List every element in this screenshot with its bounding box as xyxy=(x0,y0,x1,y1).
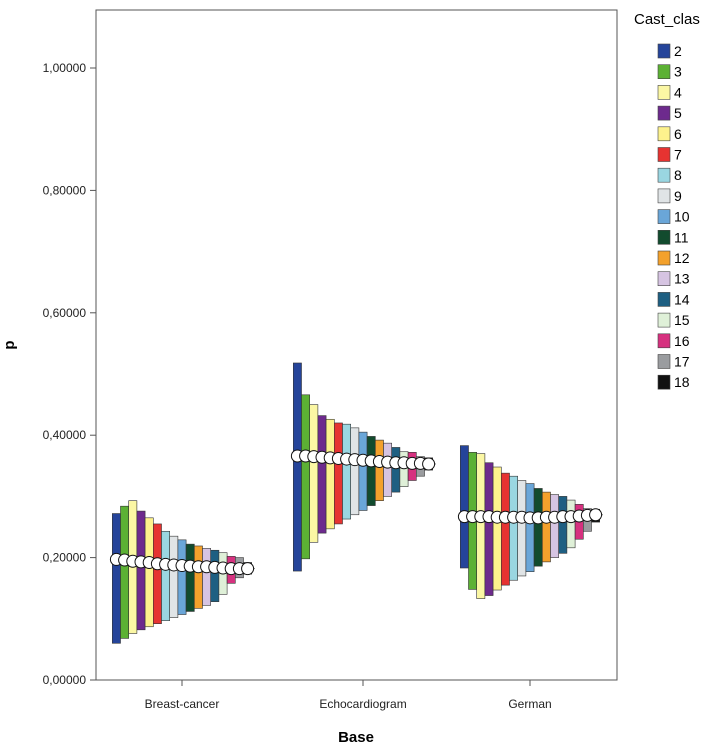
legend-label: 11 xyxy=(674,229,689,245)
legend-swatch xyxy=(657,292,671,307)
range-bar xyxy=(292,362,302,572)
legend-swatch xyxy=(657,271,671,287)
range-bar xyxy=(366,436,376,506)
y-tick-label: 0,40000 xyxy=(43,428,87,442)
range-bar xyxy=(112,513,121,644)
range-bar xyxy=(342,423,351,520)
legend-swatch xyxy=(657,188,671,204)
range-bar xyxy=(374,439,384,501)
y-tick-label: 0,60000 xyxy=(43,306,87,320)
legend-label: 13 xyxy=(674,271,690,287)
range-bar xyxy=(301,394,310,560)
range-bar xyxy=(350,427,360,516)
axes-layer: 0,00000 0,20000 0,40000 0,60000 0,80000 1,000… xyxy=(43,61,552,711)
range-bar xyxy=(161,530,170,621)
legend-label: 16 xyxy=(674,333,690,349)
legend-swatch xyxy=(657,354,671,369)
y-tick-label: 0,20000 xyxy=(43,551,87,565)
range-bar xyxy=(333,422,343,525)
legend-swatch xyxy=(657,333,671,349)
bars-layer xyxy=(109,362,603,644)
legend-label: 6 xyxy=(674,126,682,142)
x-tick-label: Breast-cancer xyxy=(145,697,220,711)
range-bar xyxy=(476,453,486,599)
median-point xyxy=(241,562,255,576)
legend-label: 8 xyxy=(674,167,682,183)
legend-swatch xyxy=(657,126,671,142)
legend-swatch xyxy=(657,64,671,79)
range-bar xyxy=(383,442,392,497)
legend-swatch xyxy=(657,43,671,59)
range-bar xyxy=(558,496,568,554)
median-point xyxy=(589,508,603,522)
legend-label: 7 xyxy=(674,147,682,163)
range-bar xyxy=(525,483,535,572)
range-bar xyxy=(202,548,211,606)
legend-label: 9 xyxy=(674,188,682,204)
x-tick-label: German xyxy=(508,697,551,711)
legend-swatch xyxy=(657,312,671,328)
legend-swatch xyxy=(657,230,671,245)
y-tick-label: 1,00000 xyxy=(43,61,87,75)
range-bar xyxy=(169,535,179,618)
range-bar xyxy=(541,491,551,563)
range-bar xyxy=(533,488,543,567)
range-bar xyxy=(550,494,559,558)
x-axis-title: Base xyxy=(338,729,374,746)
y-tick-label: 0,80000 xyxy=(43,183,87,197)
legend-label: 5 xyxy=(674,105,682,121)
range-bar xyxy=(136,510,146,631)
legend-swatch xyxy=(657,250,671,266)
range-bar xyxy=(144,517,154,628)
range-bar xyxy=(484,462,494,596)
legend-label: 15 xyxy=(674,312,690,328)
legend-label: 12 xyxy=(674,250,690,266)
legend-swatch xyxy=(657,209,671,224)
range-bar xyxy=(317,415,327,534)
range-bar xyxy=(185,543,195,612)
range-bar xyxy=(194,545,203,609)
legend-label: 18 xyxy=(674,374,690,390)
range-bar xyxy=(500,472,510,586)
legend-swatch xyxy=(657,85,671,100)
legend-label: 10 xyxy=(674,209,690,225)
range-bar xyxy=(517,480,527,577)
range-bar xyxy=(153,523,162,624)
range-bar xyxy=(459,445,469,569)
range-bar xyxy=(177,539,187,615)
legend: 2 3 4 5 6 7 8 9 10 11 12 13 14 15 16 17 18 xyxy=(657,43,690,390)
median-point xyxy=(422,457,436,471)
range-bar xyxy=(325,418,335,530)
range-bar xyxy=(566,499,576,549)
legend-label: 14 xyxy=(674,291,690,307)
range-bar xyxy=(391,447,401,493)
range-bar xyxy=(120,505,129,639)
legend-swatch xyxy=(657,105,671,121)
legend-label: 2 xyxy=(674,43,682,59)
legend-title: Cast_clas xyxy=(634,11,700,28)
legend-swatch xyxy=(657,147,671,162)
range-bar xyxy=(492,466,502,591)
y-tick-label: 0,00000 xyxy=(43,673,87,687)
legend-label: 17 xyxy=(674,354,690,370)
legend-label: 3 xyxy=(674,64,682,80)
range-bar xyxy=(309,404,319,543)
legend-swatch xyxy=(657,374,671,390)
legend-label: 4 xyxy=(674,84,682,100)
range-bar xyxy=(509,475,518,581)
x-tick-label: Echocardiogram xyxy=(319,697,406,711)
legend-swatch xyxy=(657,167,671,183)
y-axis-title: p xyxy=(1,340,18,349)
range-bar xyxy=(210,549,220,602)
range-bar xyxy=(358,431,368,511)
